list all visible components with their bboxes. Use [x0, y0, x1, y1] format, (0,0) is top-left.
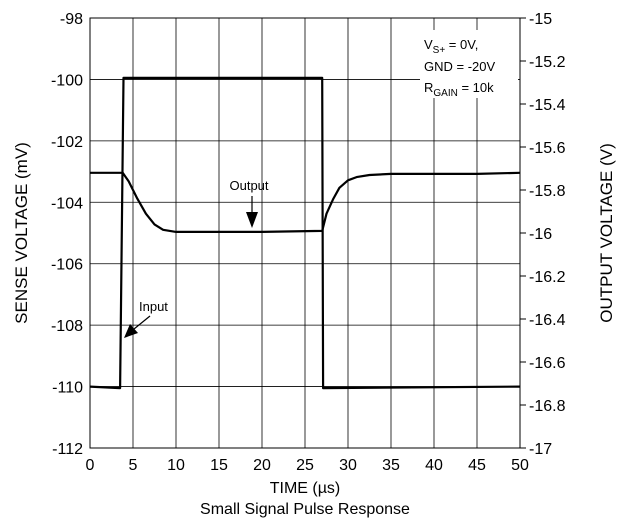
x-tick-label: 50 [511, 457, 529, 474]
left-y-tick-label: -100 [51, 72, 83, 89]
output-annotation-label: Output [229, 178, 268, 193]
input-arrow-shaft [133, 315, 151, 330]
right-y-tick-label: -15 [529, 11, 552, 28]
right-y-tick-label: -15.8 [529, 183, 566, 200]
right-y-tick-label: -15.4 [529, 97, 566, 114]
left-y-tick-label: -102 [51, 134, 83, 151]
x-tick-label: 0 [86, 457, 95, 474]
x-tick-label: 45 [468, 457, 486, 474]
chart-caption: Small Signal Pulse Response [200, 501, 410, 518]
series-line-input [89, 76, 521, 390]
series-line-output [90, 171, 521, 233]
left-y-tick-label: -104 [51, 195, 83, 212]
x-tick-label: 30 [339, 457, 357, 474]
x-tick-label: 10 [167, 457, 185, 474]
left-y-axis-label: SENSE VOLTAGE (mV) [12, 142, 31, 324]
left-y-tick-label: -112 [52, 441, 83, 458]
right-y-tick-label: -15.2 [529, 54, 566, 71]
input-annotation-label: Input [139, 299, 168, 314]
left-y-tick-label: -106 [51, 257, 83, 274]
output-arrow-head [246, 212, 258, 228]
input-arrow-head [124, 324, 138, 338]
left-y-tick-labels: -98 -100 -102 -104 -106 -108 -110 -112 [51, 11, 83, 458]
right-y-tick-label: -16.2 [529, 269, 566, 286]
x-tick-label: 35 [382, 457, 400, 474]
right-y-tick-label: -16.6 [529, 355, 566, 372]
conditions-box [420, 30, 518, 98]
series-lines [89, 76, 521, 390]
x-tick-label: 15 [210, 457, 228, 474]
x-tick-label: 5 [129, 457, 138, 474]
right-y-tick-label: -16.4 [529, 312, 566, 329]
input-annotation: Input [124, 299, 168, 338]
right-y-tick-labels: -15 -15.2 -15.4 -15.6 -15.8 -16 -16.2 -16.4 -16.… [520, 11, 566, 458]
conditions-legend: VS+ = 0V, GND = -20V RGAIN = 10k [420, 30, 518, 99]
x-tick-label: 25 [296, 457, 314, 474]
output-annotation: Output [229, 178, 269, 228]
x-tick-label: 40 [425, 457, 443, 474]
right-y-tick-label: -16 [529, 226, 552, 243]
condition-gnd: GND = -20V [424, 59, 495, 74]
left-y-tick-label: -108 [51, 318, 83, 335]
x-tick-label: 20 [253, 457, 271, 474]
x-axis-label: TIME (µs) [270, 480, 341, 497]
right-y-tick-label: -15.6 [529, 140, 566, 157]
condition-rgain: RGAIN = 10k [424, 80, 494, 99]
x-tick-labels: 0 5 10 15 20 25 30 35 40 45 50 [86, 457, 529, 474]
condition-vs: VS+ = 0V, [424, 37, 478, 56]
right-y-tick-label: -17 [529, 441, 552, 458]
left-y-tick-label: -110 [52, 380, 83, 397]
right-y-tick-label: -16.8 [529, 398, 566, 415]
right-y-axis-label: OUTPUT VOLTAGE (V) [597, 143, 616, 322]
left-y-tick-label: -98 [60, 11, 83, 28]
